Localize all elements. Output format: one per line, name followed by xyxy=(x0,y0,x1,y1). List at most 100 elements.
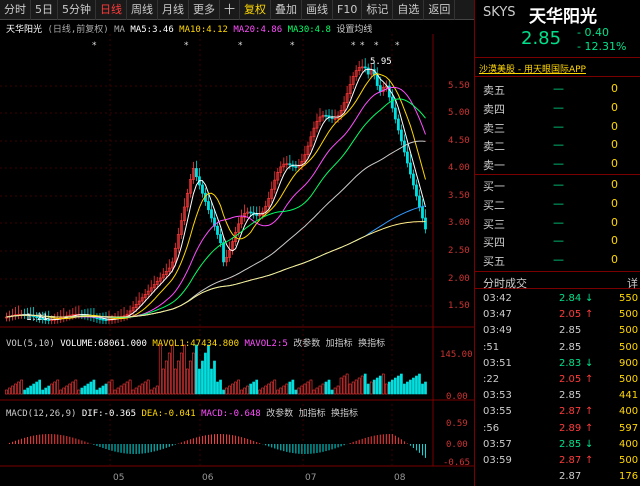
candle-body xyxy=(170,261,174,269)
candle-body xyxy=(363,66,367,69)
dif-value: DIF:-0.365 xyxy=(81,409,137,419)
orderbook-price: — xyxy=(553,178,564,191)
candle-body xyxy=(35,316,39,318)
trade-row: 03:51 2.83 ↓ 900 xyxy=(475,357,640,373)
volume-bar xyxy=(252,381,256,395)
price-axis-label: 3.50 xyxy=(448,191,470,201)
toolbar-item[interactable]: 叠加 xyxy=(271,0,302,20)
orderbook-row: 买二 — 0 xyxy=(475,195,640,212)
candle-body xyxy=(158,277,162,282)
toolbar-item[interactable]: 月线 xyxy=(158,0,189,20)
toolbar-item[interactable]: 5日 xyxy=(31,0,58,20)
macd-axis-min: -0.65 xyxy=(443,458,471,468)
candle-body xyxy=(309,136,313,147)
volume-bar xyxy=(32,383,35,395)
volume-bar xyxy=(71,381,75,395)
toolbar-item[interactable]: 自选 xyxy=(393,0,425,20)
vol-params-button[interactable]: 改参数 xyxy=(293,339,321,349)
orderbook-label: 卖三 xyxy=(483,121,505,135)
toolbar-item[interactable]: 更多 xyxy=(189,0,220,20)
candle-body xyxy=(312,127,316,138)
toolbar-item[interactable]: 复权 xyxy=(240,0,271,20)
candle-body xyxy=(399,129,403,142)
trades-detail-button[interactable]: 详 xyxy=(627,277,638,290)
quote-header: SKYS 天华阳光 2.85 - 0.40 - 12.31% xyxy=(475,0,640,58)
candle-body xyxy=(98,318,102,320)
volume-bar xyxy=(164,360,168,395)
candle-body xyxy=(101,318,105,321)
volume-bar xyxy=(152,387,156,395)
macd-params-button[interactable]: 改参数 xyxy=(266,409,294,419)
trade-time: :51 xyxy=(483,341,500,353)
trade-volume: 500 xyxy=(619,455,639,466)
candle-body xyxy=(324,114,328,117)
trade-time: 03:57 xyxy=(483,438,512,450)
volume-bar xyxy=(17,381,20,395)
volume-bar xyxy=(131,389,135,395)
dea-value: DEA:-0.041 xyxy=(141,409,196,419)
toolbar-item[interactable]: 十 xyxy=(220,0,240,20)
volume-bar xyxy=(276,389,280,395)
price-axis-label: 5.50 xyxy=(448,81,470,91)
candle-body xyxy=(415,184,418,197)
ma60-line xyxy=(6,140,426,318)
macd-switch-indicator-button[interactable]: 换指标 xyxy=(331,409,359,419)
toolbar-item[interactable]: 分时 xyxy=(0,0,31,20)
candle-body xyxy=(146,290,150,295)
macd-add-indicator-button[interactable]: 加指标 xyxy=(298,409,326,419)
candle-body xyxy=(294,166,298,168)
candle-body xyxy=(375,74,379,86)
toolbar-item[interactable]: 周线 xyxy=(127,0,158,20)
last-price: 2.85 xyxy=(521,28,562,49)
volume-bar xyxy=(294,389,298,395)
trade-time: 03:49 xyxy=(483,325,512,337)
candle-body xyxy=(276,171,280,181)
trades-header: 分时成交 详 xyxy=(475,271,640,290)
event-marker-icon: * xyxy=(238,41,243,51)
trade-direction-icon: ↓ xyxy=(585,357,594,369)
orderbook-row: 卖三 — 0 xyxy=(475,118,640,135)
toolbar-item[interactable]: 画线 xyxy=(302,0,333,20)
ma-settings-button[interactable]: 设置均线 xyxy=(336,25,373,35)
volume-bar xyxy=(369,381,373,395)
candle-body xyxy=(333,117,337,120)
candle-body xyxy=(182,206,186,222)
quote-panel: SKYS 天华阳光 2.85 - 0.40 - 12.31% 沙漠美股 - 用天… xyxy=(475,0,640,486)
volume-bar xyxy=(41,389,45,395)
trade-direction-icon: ↓ xyxy=(585,438,594,450)
volume-bar xyxy=(397,375,400,395)
toolbar-item[interactable]: 标记 xyxy=(362,0,394,20)
promo-link-label[interactable]: 沙漠美股 - 用天眼国际APP xyxy=(479,65,586,75)
volume-bar xyxy=(312,389,316,395)
candle-body xyxy=(282,163,286,168)
toolbar-item[interactable]: 返回 xyxy=(424,0,456,20)
candle-body xyxy=(179,220,183,235)
chart-area[interactable]: * * * * * * * * 天华阳光 (日线,前复权) MA MA5:3.46 MA10:… xyxy=(0,20,474,486)
volume-bar xyxy=(210,368,213,395)
orderbook-label: 买二 xyxy=(483,198,505,212)
candle-body xyxy=(207,201,210,211)
trade-volume: 400 xyxy=(619,438,639,450)
stock-name-label: 天华阳光 xyxy=(6,25,43,35)
volume-bar xyxy=(116,387,120,395)
toolbar-item[interactable]: 日线 xyxy=(96,0,127,20)
toolbar-item[interactable]: 5分钟 xyxy=(58,0,96,20)
volume-bar xyxy=(291,379,295,395)
mavol2-value: MAVOL2:5 xyxy=(244,339,288,349)
candle-body xyxy=(342,102,346,111)
orderbook-price: — xyxy=(553,215,564,229)
candle-body xyxy=(288,163,292,166)
kline-chart[interactable]: * * * * * * * * xyxy=(0,20,474,486)
volume-bar xyxy=(315,387,319,395)
event-marker-icon: * xyxy=(374,41,379,51)
volume-bar xyxy=(300,385,304,395)
candle-body xyxy=(306,145,310,156)
promo-link[interactable]: 沙漠美股 - 用天眼国际APP xyxy=(475,59,640,77)
vol-switch-indicator-button[interactable]: 换指标 xyxy=(358,339,386,349)
volume-bar xyxy=(23,389,26,395)
trade-price: 2.87 xyxy=(559,406,582,418)
volume-bar xyxy=(342,375,346,395)
toolbar-item[interactable]: F10 xyxy=(333,0,363,20)
volume-bar xyxy=(375,377,379,395)
vol-add-indicator-button[interactable]: 加指标 xyxy=(325,339,353,349)
